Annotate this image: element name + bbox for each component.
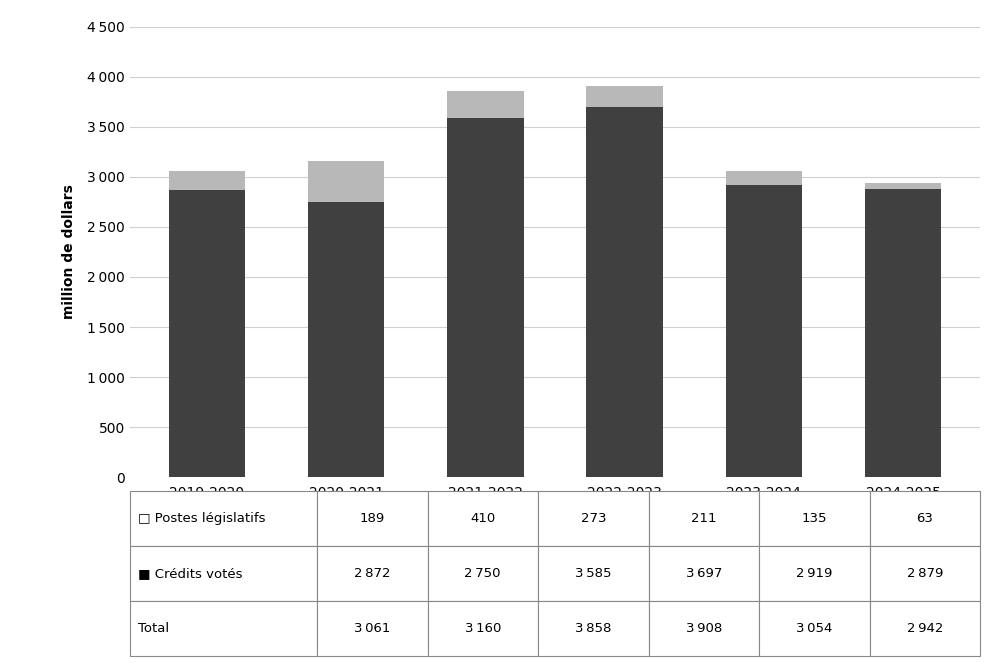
Text: □ Postes législatifs: □ Postes législatifs [138, 512, 266, 524]
FancyBboxPatch shape [130, 491, 317, 546]
Text: 2 750: 2 750 [464, 567, 501, 580]
Bar [169, 170, 245, 190]
FancyBboxPatch shape [538, 491, 648, 546]
FancyBboxPatch shape [317, 546, 428, 601]
Bar [308, 202, 384, 477]
FancyBboxPatch shape [870, 601, 980, 656]
Text: 211: 211 [691, 512, 716, 524]
FancyBboxPatch shape [317, 601, 428, 656]
Bar [726, 185, 802, 477]
FancyBboxPatch shape [130, 546, 317, 601]
Text: 3 697: 3 697 [686, 567, 722, 580]
FancyBboxPatch shape [759, 546, 870, 601]
Bar [726, 172, 802, 185]
Text: 63: 63 [916, 512, 933, 524]
Bar [169, 190, 245, 477]
Bar [865, 182, 941, 189]
FancyBboxPatch shape [317, 491, 428, 546]
Text: 3 908: 3 908 [686, 623, 722, 635]
Text: 3 858: 3 858 [575, 623, 611, 635]
FancyBboxPatch shape [428, 491, 538, 546]
FancyBboxPatch shape [130, 601, 317, 656]
Bar [586, 86, 663, 107]
FancyBboxPatch shape [428, 601, 538, 656]
Text: 2 879: 2 879 [907, 567, 943, 580]
FancyBboxPatch shape [870, 546, 980, 601]
Text: ■ Crédits votés: ■ Crédits votés [138, 567, 243, 580]
Bar [586, 107, 663, 477]
Text: 3 585: 3 585 [575, 567, 612, 580]
FancyBboxPatch shape [870, 491, 980, 546]
FancyBboxPatch shape [538, 546, 648, 601]
FancyBboxPatch shape [759, 491, 870, 546]
Text: 3 054: 3 054 [796, 623, 832, 635]
FancyBboxPatch shape [648, 546, 759, 601]
Text: 3 061: 3 061 [354, 623, 390, 635]
Text: 2 872: 2 872 [354, 567, 390, 580]
FancyBboxPatch shape [648, 491, 759, 546]
Text: 410: 410 [470, 512, 495, 524]
Text: 135: 135 [802, 512, 827, 524]
Text: 189: 189 [360, 512, 385, 524]
Text: Total: Total [138, 623, 170, 635]
FancyBboxPatch shape [759, 601, 870, 656]
FancyBboxPatch shape [648, 601, 759, 656]
FancyBboxPatch shape [538, 601, 648, 656]
Text: 273: 273 [580, 512, 606, 524]
FancyBboxPatch shape [428, 546, 538, 601]
Text: 2 942: 2 942 [907, 623, 943, 635]
Bar [865, 189, 941, 477]
Bar [308, 160, 384, 202]
Text: 3 160: 3 160 [465, 623, 501, 635]
Text: 2 919: 2 919 [796, 567, 832, 580]
Y-axis label: million de dollars: million de dollars [62, 184, 76, 320]
Bar [447, 118, 524, 477]
Bar [447, 91, 524, 118]
